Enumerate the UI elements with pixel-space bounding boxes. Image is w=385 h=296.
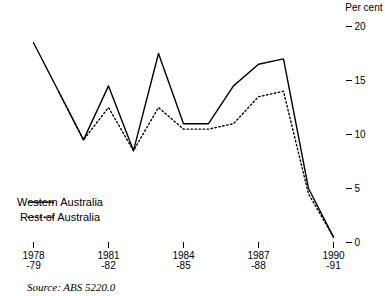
svg-text:1990-91: 1990-91: [322, 250, 345, 271]
svg-text:5: 5: [355, 183, 361, 194]
svg-text:1981-82: 1981-82: [97, 250, 120, 271]
svg-text:Western Australia: Western Australia: [17, 196, 104, 208]
svg-text:1984-85: 1984-85: [172, 250, 195, 271]
svg-text:15: 15: [355, 75, 367, 86]
svg-text:0: 0: [355, 237, 361, 248]
svg-text:Rest of Australia: Rest of Australia: [20, 211, 101, 223]
svg-text:10: 10: [355, 129, 367, 140]
html-text:Source: ABS 5220.0: Source: ABS 5220.0: [27, 281, 116, 293]
svg-text:1978-79: 1978-79: [22, 250, 45, 271]
svg-text:1987-88: 1987-88: [247, 250, 270, 271]
svg-text:20: 20: [355, 21, 367, 32]
svg-text:Per cent: Per cent: [345, 2, 382, 13]
